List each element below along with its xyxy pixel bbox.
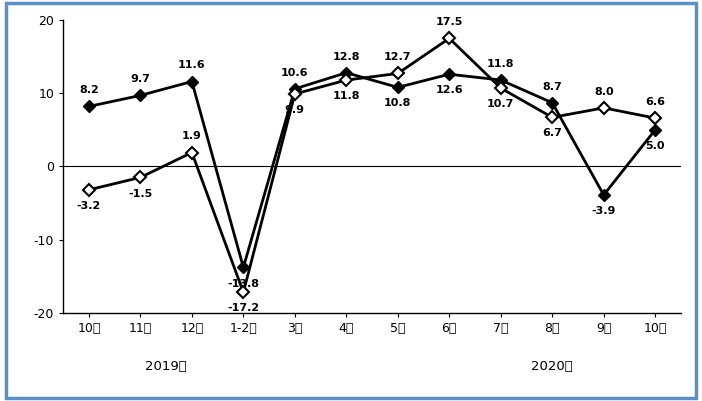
增加值: [394, 85, 402, 90]
Text: 9.9: 9.9: [285, 105, 305, 115]
Text: 12.7: 12.7: [384, 53, 411, 63]
增加值: [651, 128, 659, 132]
出口交货值: [342, 78, 350, 83]
增加值: [187, 79, 196, 84]
出口交货值: [445, 36, 453, 41]
出口交货值: [239, 290, 248, 295]
Text: 12.8: 12.8: [333, 52, 360, 62]
Text: -3.2: -3.2: [77, 201, 101, 211]
Line: 出口交货值: 出口交货值: [85, 34, 659, 296]
Text: 10.7: 10.7: [487, 99, 515, 109]
增加值: [85, 104, 93, 109]
Text: 2020年: 2020年: [531, 360, 573, 373]
Text: 11.8: 11.8: [333, 91, 360, 101]
增加值: [445, 72, 453, 77]
出口交货值: [548, 115, 557, 120]
出口交货值: [394, 71, 402, 76]
增加值: [496, 78, 505, 83]
Text: 12.6: 12.6: [435, 85, 463, 95]
出口交货值: [651, 116, 659, 121]
Text: 10.8: 10.8: [384, 99, 411, 109]
增加值: [600, 192, 608, 197]
增加值: [548, 100, 557, 105]
增加值: [291, 87, 299, 91]
Text: -17.2: -17.2: [227, 304, 260, 314]
Text: 8.7: 8.7: [543, 82, 562, 92]
增加值: [136, 93, 145, 98]
Text: 11.6: 11.6: [178, 61, 206, 71]
Text: 9.7: 9.7: [131, 74, 150, 84]
增加值: [239, 265, 248, 270]
出口交货值: [600, 105, 608, 110]
Text: 5.0: 5.0: [645, 141, 665, 151]
增加值: [342, 70, 350, 75]
Text: 17.5: 17.5: [436, 17, 463, 27]
Text: 1.9: 1.9: [182, 132, 201, 142]
Text: 6.7: 6.7: [543, 128, 562, 138]
出口交货值: [291, 91, 299, 96]
出口交货值: [496, 86, 505, 91]
Line: 增加值: 增加值: [85, 69, 659, 271]
Text: -13.8: -13.8: [227, 279, 259, 288]
出口交货值: [187, 150, 196, 155]
Text: 11.8: 11.8: [487, 59, 515, 69]
出口交货值: [85, 187, 93, 192]
Text: 10.6: 10.6: [281, 68, 309, 78]
Text: -1.5: -1.5: [128, 188, 152, 198]
Text: 2019年: 2019年: [145, 360, 187, 373]
Text: 8.0: 8.0: [594, 87, 614, 97]
Text: -3.9: -3.9: [592, 206, 616, 216]
Text: 6.6: 6.6: [645, 97, 665, 107]
出口交货值: [136, 175, 145, 180]
Text: 8.2: 8.2: [79, 85, 99, 95]
